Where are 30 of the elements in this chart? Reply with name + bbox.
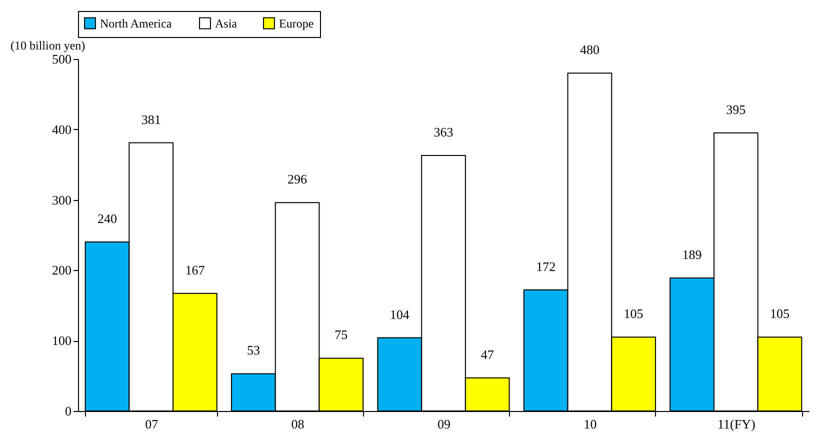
data-label: 189 [682, 246, 702, 262]
data-label: 395 [726, 102, 746, 117]
y-tick-label: 400 [52, 122, 72, 137]
data-label: 296 [288, 172, 308, 187]
x-tick-label: 11(FY) [718, 416, 756, 432]
data-label: 53 [246, 342, 260, 358]
y-tick-label: 100 [52, 333, 72, 348]
data-label: 381 [141, 112, 161, 127]
y-axis-title: (10 billion yen) [10, 38, 86, 52]
data-label: 240 [97, 211, 117, 226]
y-tick-label: 300 [52, 192, 72, 208]
data-label: 172 [536, 258, 556, 274]
data-label: 105 [770, 306, 790, 322]
legend-label: Europe [279, 16, 314, 30]
legend-label: North America [100, 16, 172, 30]
data-label: 167 [185, 262, 206, 278]
y-tick-label: 500 [52, 52, 72, 66]
data-label: 104 [390, 306, 410, 322]
x-tick-label: 09 [438, 416, 450, 432]
legend-label: Asia [215, 16, 238, 30]
data-label: 47 [480, 346, 494, 362]
x-tick-label: 07 [145, 416, 159, 432]
y-tick-label: 0 [65, 404, 72, 418]
data-label: 480 [580, 42, 600, 58]
data-label: 75 [334, 327, 348, 342]
x-tick-label: 08 [291, 416, 304, 432]
x-tick-label: 10 [584, 416, 597, 432]
data-label: 363 [434, 124, 454, 140]
y-tick-label: 200 [52, 262, 72, 278]
data-label: 105 [624, 306, 644, 322]
